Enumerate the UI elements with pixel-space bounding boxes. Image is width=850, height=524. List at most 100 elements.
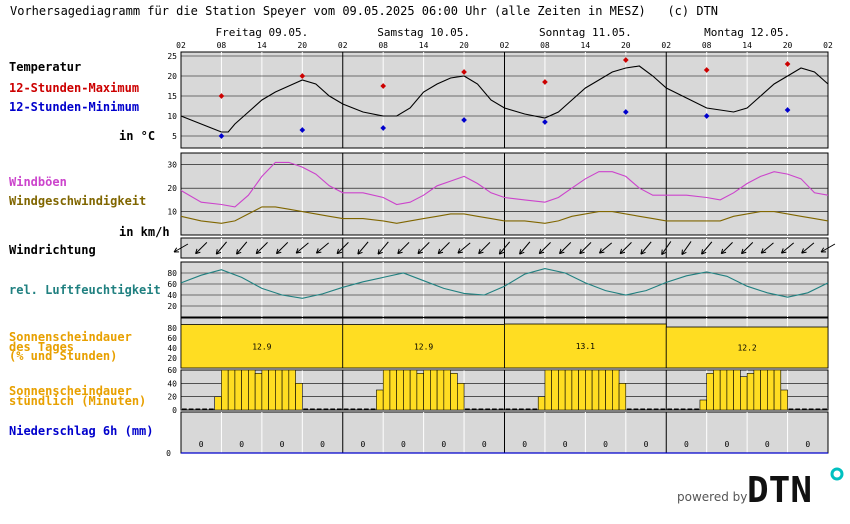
sunshine-hourly-bar xyxy=(227,369,236,411)
temperature-line xyxy=(180,65,829,133)
sunshine-daily-ytick-label: 20 xyxy=(167,354,177,363)
sun-daily-label-1: Sonnenscheindauer xyxy=(9,330,132,344)
sunshine-hourly-bar xyxy=(275,369,283,411)
sunshine-daily-ytick-label: 40 xyxy=(167,344,177,353)
hour-tick-label: 02 xyxy=(500,41,510,50)
wind-arrow-head xyxy=(457,248,463,254)
sunshine-hourly-bar xyxy=(598,369,606,411)
wind-arrow xyxy=(316,242,329,254)
hour-tick-label: 08 xyxy=(217,41,227,50)
wind-arrow-head xyxy=(275,248,282,255)
wind-arrow xyxy=(255,241,268,255)
wind-arrow xyxy=(519,241,531,255)
min-12h-marker xyxy=(784,107,791,113)
sunshine-hourly-bar xyxy=(288,369,296,411)
sunshine-hourly-bar xyxy=(618,383,627,411)
wind-arrow xyxy=(720,241,733,255)
wind-arrow-head xyxy=(295,248,302,254)
sunshine-hourly-ytick-zero: 0 xyxy=(172,406,177,415)
wind-arrow-head xyxy=(661,249,667,256)
wind-arrow xyxy=(236,241,248,255)
sunshine-hourly-bar xyxy=(254,373,263,411)
sunshine-hourly-bar xyxy=(248,369,256,411)
sunshine-hourly-bar xyxy=(706,373,714,411)
temperature-ytick-label: 10 xyxy=(167,112,177,121)
dtn-logo: DTN xyxy=(747,467,844,510)
dtn-logo-text: DTN xyxy=(747,470,812,510)
wind-arrow-head xyxy=(538,248,545,255)
sunshine-daily-value: 12.2 xyxy=(737,344,756,353)
sunshine-hourly-bar xyxy=(591,369,600,411)
wind-arrow-head xyxy=(215,249,222,255)
sunshine-daily-value: 12.9 xyxy=(252,342,271,351)
precipitation-value: 0 xyxy=(482,440,487,449)
wind-arrow xyxy=(417,241,430,255)
day-header: Montag 12.05. xyxy=(704,26,790,39)
sunshine-hourly-bar xyxy=(746,373,755,411)
hour-tick-label: 08 xyxy=(702,41,712,50)
min-12h-marker xyxy=(622,109,629,115)
wind-speed-line xyxy=(180,206,829,224)
wind-arrow xyxy=(357,241,369,255)
sunshine-daily-bar xyxy=(504,323,667,369)
hour-tick-label: 02 xyxy=(823,41,833,50)
sunshine-hourly-bar xyxy=(551,369,559,411)
min-12h-marker xyxy=(299,127,306,133)
hour-tick-label: 02 xyxy=(338,41,348,50)
precipitation-value: 0 xyxy=(603,440,608,449)
wind-arrow xyxy=(538,241,551,255)
humidity-line xyxy=(180,268,829,299)
sunshine-hourly-bar xyxy=(733,369,741,411)
sunshine-hourly-bar xyxy=(760,369,768,411)
sunshine-hourly-bar xyxy=(767,369,775,411)
sunshine-daily-bar xyxy=(342,324,505,369)
hour-tick-label: 14 xyxy=(257,41,267,50)
precipitation-label: Niederschlag 6h (mm) xyxy=(9,424,154,438)
hour-tick-label: 14 xyxy=(742,41,752,50)
precipitation-value: 0 xyxy=(320,440,325,449)
wind-arrow xyxy=(498,241,511,255)
sunshine-hourly-bar xyxy=(605,369,613,411)
sunshine-hourly-bar xyxy=(726,369,734,411)
day-header: Sonntag 11.05. xyxy=(539,26,632,39)
sunshine-daily-value: 13.1 xyxy=(576,342,595,351)
min-12h-marker xyxy=(461,117,467,123)
sunshine-hourly-bar xyxy=(699,399,707,411)
sunshine-hourly-bar xyxy=(416,373,424,411)
max-12h-marker xyxy=(461,69,467,75)
precipitation-value: 0 xyxy=(563,440,568,449)
wind-arrow xyxy=(820,243,836,253)
max-12h-marker xyxy=(299,73,306,79)
sun-hourly-label-2: stündlich (Minuten) xyxy=(9,394,147,408)
wind-arrow xyxy=(195,241,208,255)
sunshine-hourly-bar xyxy=(430,369,438,411)
sunshine-hourly-bar xyxy=(443,369,451,411)
precipitation-value: 0 xyxy=(522,440,527,449)
precipitation-value: 0 xyxy=(199,440,204,449)
humidity-label: rel. Luftfeuchtigkeit xyxy=(9,283,161,297)
max-12h-marker xyxy=(703,67,710,73)
min-12h-marker xyxy=(218,133,225,139)
sunshine-hourly-ytick-label: 60 xyxy=(167,366,177,375)
hour-tick-label: 20 xyxy=(783,41,793,50)
temperature-ytick-label: 20 xyxy=(167,72,177,81)
sunshine-daily-bar xyxy=(180,324,344,369)
wind-arrow xyxy=(619,241,632,255)
humidity-ytick-label: 40 xyxy=(167,291,177,300)
hour-tick-label: 02 xyxy=(176,41,186,50)
wind-arrow xyxy=(801,242,815,254)
sunshine-hourly-bar xyxy=(389,369,397,411)
wind-arrow xyxy=(559,241,572,255)
sunshine-hourly-bar xyxy=(221,369,229,411)
sunshine-hourly-bar xyxy=(268,369,276,411)
sunshine-hourly-bar xyxy=(396,369,404,411)
powered-by-text: powered by xyxy=(677,490,748,504)
min-12h-marker xyxy=(380,125,387,131)
dtn-logo-dot xyxy=(830,467,844,481)
wind-arrow-head xyxy=(559,248,565,255)
precipitation-value: 0 xyxy=(644,440,649,449)
wind-arrow-head xyxy=(760,248,767,254)
wind-arrow-head xyxy=(255,248,262,255)
hour-tick-label: 02 xyxy=(661,41,671,50)
wind-arrow xyxy=(336,241,349,255)
